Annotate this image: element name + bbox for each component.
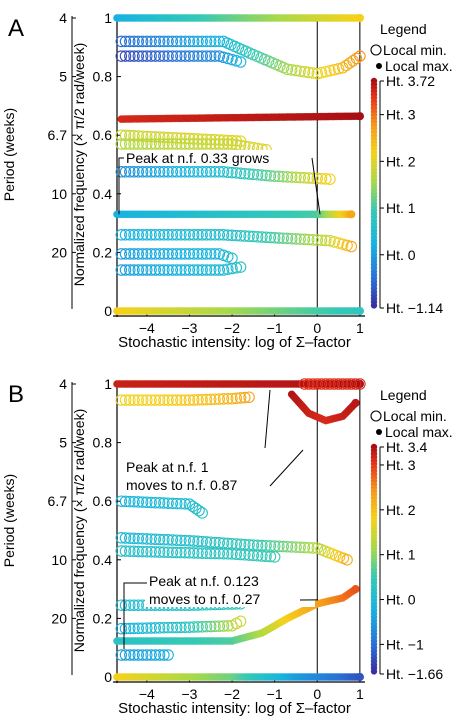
legend-title: Legend xyxy=(380,387,427,403)
data-point xyxy=(352,586,359,593)
series-local-min xyxy=(116,167,335,185)
y-tick-label: 0.8 xyxy=(93,69,113,85)
series-local-max xyxy=(113,673,363,680)
panel-label: B xyxy=(8,381,24,408)
data-point xyxy=(356,14,363,21)
y-tick-label: 0 xyxy=(104,669,112,685)
period-tick-label: 6.7 xyxy=(48,127,68,143)
y-tick-label: 0.8 xyxy=(93,435,113,451)
y-tick-label: 0.4 xyxy=(93,186,113,202)
data-point xyxy=(356,673,363,680)
period-tick-label: 5 xyxy=(59,69,67,85)
colorbar: Ht. 3.72 Ht. 3 Ht. 2 Ht. 1 Ht. 0 Ht. −1.14 xyxy=(371,73,444,316)
colorbar-label: Ht. 3 xyxy=(386,107,416,123)
series-local-max xyxy=(118,113,364,123)
period-tick-label: 20 xyxy=(51,610,67,626)
x-axis-label: Stochastic intensity: log of Σ–factor xyxy=(118,334,351,351)
legend-min-marker xyxy=(371,45,381,55)
legend-max-marker xyxy=(376,63,382,69)
series-local-max xyxy=(113,14,363,21)
annotation-leader xyxy=(265,390,270,448)
colorbar-label: Ht. 1 xyxy=(386,200,416,216)
y-tick-label: 0.2 xyxy=(93,244,113,260)
colorbar-label: Ht. 3.4 xyxy=(386,439,427,455)
y-tick-label: 0.6 xyxy=(93,127,113,143)
series-local-min xyxy=(116,392,254,405)
data-layer xyxy=(113,379,365,681)
annotation-text: Peak at n.f. 0.33 grows xyxy=(126,150,269,166)
y-tick-label: 0.6 xyxy=(93,493,113,509)
legend-min-marker xyxy=(371,411,381,421)
colorbar-label: Ht. 0 xyxy=(386,592,416,608)
colorbar-label: Ht. −1.66 xyxy=(386,666,443,682)
period-tick-label: 6.7 xyxy=(48,493,68,509)
colorbar-label: Ht. −1.14 xyxy=(386,300,443,316)
data-point xyxy=(356,307,363,314)
colorbar-label: Ht. 2 xyxy=(386,502,416,518)
panel-label: A xyxy=(8,15,24,42)
series-local-min xyxy=(116,546,280,562)
period-tick-label: 20 xyxy=(51,244,67,260)
colorbar-swatch xyxy=(371,302,377,308)
annotation-leader xyxy=(312,158,320,214)
colorbar-label: Ht. 2 xyxy=(386,153,416,169)
colorbar: Ht. 3.4 Ht. 3 Ht. 2 Ht. 1 Ht. 0 Ht. −1 Ht. −1.… xyxy=(371,439,444,682)
series-local-min xyxy=(116,616,246,634)
data-point xyxy=(352,399,359,406)
colorbar-label: Ht. 0 xyxy=(386,247,416,263)
y-tick-label: 0.2 xyxy=(93,610,113,626)
x-tick-label: 1 xyxy=(356,320,364,336)
series-local-min xyxy=(116,650,173,660)
y-tick-label: 0 xyxy=(104,303,112,319)
annotation-text: moves to n.f. 0.87 xyxy=(126,477,237,493)
period-axis-label: Period (weeks) xyxy=(1,474,17,567)
period-tick-label: 10 xyxy=(51,552,67,568)
series-local-max xyxy=(113,307,363,314)
period-tick-label: 5 xyxy=(59,435,67,451)
series-local-min xyxy=(116,249,237,264)
y-axis-label: Normalized frequency (× π/2 rad/week) xyxy=(71,43,87,286)
annotation-text: Peak at n.f. 0.123 xyxy=(149,573,259,589)
period-axis-label: Period (weeks) xyxy=(1,108,17,201)
series-local-min xyxy=(116,51,246,67)
colorbar-label: Ht. 3 xyxy=(386,457,416,473)
period-tick-label: 10 xyxy=(51,186,67,202)
series-local-min xyxy=(116,496,207,518)
series-local-min xyxy=(116,262,246,275)
y-tick-label: 0.4 xyxy=(93,552,113,568)
colorbar-swatch xyxy=(371,668,377,674)
legend-title: Legend xyxy=(380,21,427,37)
colorbar-label: Ht. −1 xyxy=(386,636,424,652)
series-local-max xyxy=(288,391,359,425)
legend-item-local-max: Local max. xyxy=(385,58,453,74)
data-point xyxy=(348,211,355,218)
period-tick-label: 4 xyxy=(59,376,67,392)
panel-a: A−4 −3 −2 −1 0 1Stochastic intensity: log of … xyxy=(1,10,453,351)
y-tick-label: 1 xyxy=(104,10,112,26)
annotation-text: Peak at n.f. 1 xyxy=(126,459,209,475)
legend-item-local-min: Local min. xyxy=(383,408,447,424)
series-local-max xyxy=(113,211,355,218)
annotation-text: moves to n.f. 0.27 xyxy=(149,591,260,607)
x-axis-label: Stochastic intensity: log of Σ–factor xyxy=(118,700,351,717)
data-point xyxy=(356,113,363,120)
legend-item-local-max: Local max. xyxy=(385,424,453,440)
legend-max-marker xyxy=(376,429,382,435)
x-tick-label: 1 xyxy=(356,686,364,702)
period-tick-label: 4 xyxy=(59,10,67,26)
colorbar-label: Ht. 1 xyxy=(386,547,416,563)
panel-b: B −4 −3 −2 −1 0 1 Stochastic intensity: log of … xyxy=(1,376,453,717)
y-axis-label: Normalized frequency (× π/2 rad/week) xyxy=(71,409,87,652)
colorbar-label: Ht. 3.72 xyxy=(386,73,435,89)
legend-item-local-min: Local min. xyxy=(383,42,447,58)
y-tick-label: 1 xyxy=(104,376,112,392)
